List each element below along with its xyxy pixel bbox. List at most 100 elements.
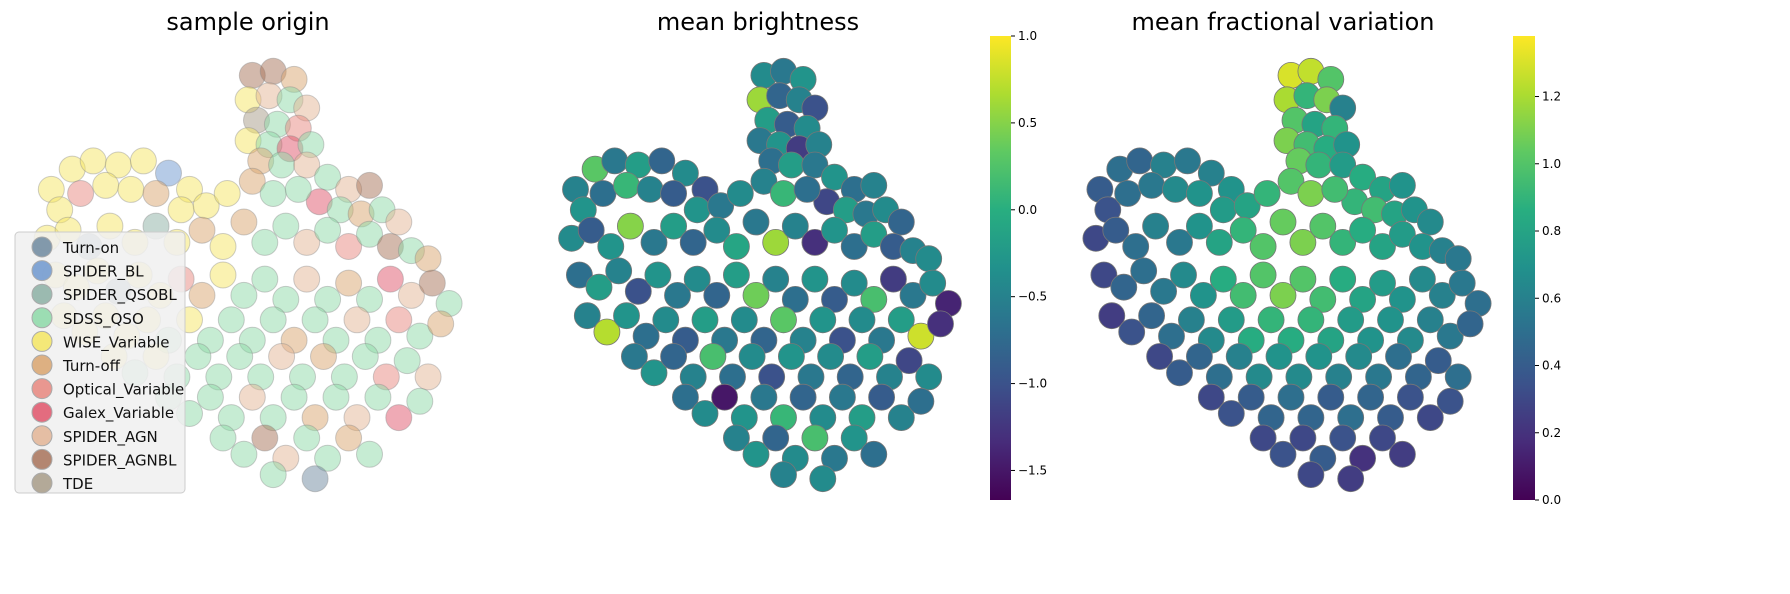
scatter-point (167, 196, 195, 224)
scatter-point (821, 163, 848, 191)
scatter-point (351, 343, 379, 370)
colorbar-tick-label: 0.6 (1542, 291, 1561, 305)
scatter-point (1389, 171, 1416, 199)
scatter-point (1229, 281, 1257, 309)
scatter-point (1225, 343, 1253, 370)
scatter-point (1389, 440, 1416, 468)
scatter-point (1269, 208, 1297, 236)
scatter-point (624, 277, 652, 305)
scatter-point (376, 265, 404, 293)
scatter-point (640, 359, 668, 387)
scatter-point (268, 343, 296, 370)
scatter-point (293, 228, 321, 256)
scatter-point (1321, 175, 1349, 203)
scatter-point (1369, 424, 1396, 452)
scatter-point (613, 302, 640, 330)
legend-label: SPIDER_QSOBL (63, 286, 177, 305)
scatter-point (1122, 233, 1150, 260)
legend-item: SPIDER_AGNBL (31, 448, 177, 470)
scatter-point (723, 261, 750, 289)
legend-marker (31, 425, 53, 447)
scatter-point (414, 245, 442, 273)
legend-label: Optical_Variable (63, 381, 184, 400)
scatter-point (343, 306, 371, 334)
scatter-point (272, 285, 300, 313)
scatter-point (789, 383, 817, 411)
scatter-point (660, 212, 687, 240)
scatter-point (310, 343, 337, 370)
colorbar-tick-label: 0.0 (1542, 493, 1561, 507)
scatter-point (155, 159, 182, 187)
scatter-point (1337, 306, 1365, 334)
scatter-point (1349, 216, 1376, 244)
scatter-point (364, 383, 392, 411)
scatter-point (703, 216, 731, 244)
legend-item: SPIDER_BL (31, 260, 144, 282)
scatter-point (1369, 233, 1396, 260)
scatter-point (1162, 175, 1189, 203)
scatter-point (801, 151, 829, 179)
scatter-point (907, 387, 935, 415)
scatter-point (770, 461, 797, 489)
scatter-point (335, 233, 363, 260)
scatter-point (1277, 383, 1305, 411)
scatter-point (621, 343, 648, 370)
scatter-point (1114, 180, 1142, 207)
scatter-point (1130, 257, 1158, 285)
scatter-point (188, 281, 216, 309)
scatter-point (217, 306, 245, 334)
legend-item: SPIDER_AGN (31, 425, 158, 447)
scatter-point (605, 257, 633, 285)
scatter-point (927, 310, 954, 338)
scatter-point (1150, 277, 1177, 305)
scatter-point (683, 265, 711, 293)
scatter-point (259, 461, 287, 489)
legend-label: Galex_Variable (63, 404, 174, 423)
scatter-point (259, 306, 287, 334)
scatter-point (1428, 281, 1456, 309)
colorbar-tick-label: 0.4 (1542, 359, 1561, 373)
scatter-point (251, 265, 279, 293)
scatter-point (1456, 310, 1484, 338)
scatter-point (1416, 306, 1444, 334)
scatter-point (226, 343, 254, 370)
scatter-point (742, 281, 770, 309)
scatter-point (601, 147, 629, 175)
scatter-point (335, 269, 363, 297)
scatter-point (723, 424, 750, 452)
scatter-point (730, 306, 758, 334)
scatter-point (887, 306, 915, 334)
legend-label: SPIDER_AGNBL (63, 451, 177, 470)
scatter-point (1297, 461, 1325, 489)
scatter-point (640, 228, 668, 256)
scatter-point (1217, 306, 1245, 334)
scatter-point (1178, 306, 1205, 334)
scatter-point (184, 343, 212, 370)
scatter-point (1389, 285, 1416, 313)
scatter-point (1197, 383, 1225, 411)
legend: Turn-on SPIDER_BL SPIDER_QSOBL SDSS_QSO WISE… (14, 231, 186, 494)
scatter-point (691, 306, 719, 334)
scatter-point (1436, 387, 1464, 415)
scatter-point (593, 318, 621, 346)
colorbar-tick-label: 1.0 (1018, 29, 1037, 43)
scatter-point (1249, 233, 1277, 260)
scatter-point (280, 383, 308, 411)
scatter-point (1289, 424, 1317, 452)
scatter-point (1409, 265, 1436, 293)
scatter-point (1416, 208, 1444, 236)
scatter-point (868, 383, 895, 411)
scatter-point (1349, 285, 1376, 313)
legend-label: TDE (62, 475, 93, 493)
scatter-point (385, 306, 413, 334)
scatter-point (1329, 265, 1357, 293)
colorbar-tick-label: 0.8 (1542, 224, 1561, 238)
scatter-point (793, 175, 821, 203)
scatter-point (1142, 212, 1169, 240)
panel-title: sample origin (166, 8, 329, 36)
scatter-point (880, 265, 907, 293)
scatter-point (238, 383, 266, 411)
scatter-point (1349, 444, 1376, 472)
scatter-point (272, 212, 300, 240)
